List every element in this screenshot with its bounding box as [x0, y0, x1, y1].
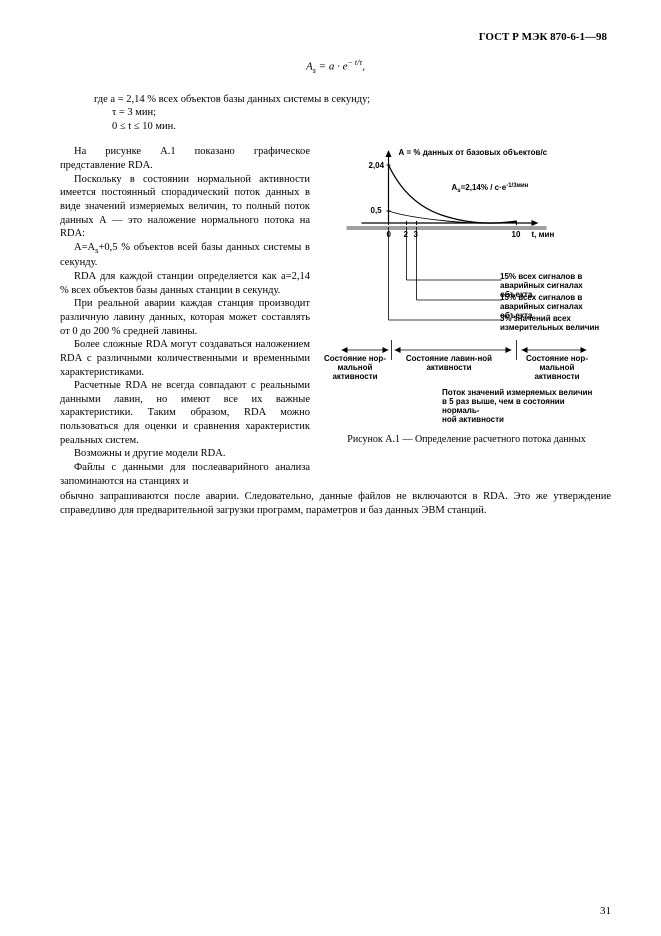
svg-text:2,04: 2,04 [369, 161, 385, 170]
figure-caption: Рисунок А.1 — Определение расчетного пот… [322, 433, 611, 446]
svg-text:0,5: 0,5 [371, 206, 383, 215]
state-label: Состояние нор- мальной активности [517, 355, 597, 381]
formula: As = a · e− t/τ, [60, 58, 611, 76]
para: При реальной аварии каждая станция произ… [60, 297, 310, 338]
svg-text:0: 0 [387, 230, 392, 239]
svg-text:t, мин: t, мин [532, 230, 555, 239]
chart: А = % данных от базовых объектов/с 2,04 … [322, 145, 611, 425]
where-line: где а = 2,14 % всех объектов базы данных… [94, 93, 611, 107]
para: А=Аs+0,5 % объектов всей базы данных сис… [60, 241, 310, 270]
para: Поскольку в состоянии нормальной активно… [60, 173, 310, 241]
svg-text:Аs=2,14% / с·е-1/3мин: Аs=2,14% / с·е-1/3мин [452, 183, 529, 194]
figure-area: А = % данных от базовых объектов/с 2,04 … [322, 145, 611, 488]
svg-text:3: 3 [414, 230, 419, 239]
page-number: 31 [600, 904, 611, 918]
para: На рисунке А.1 показано графическое пред… [60, 145, 310, 172]
left-column: На рисунке А.1 показано графическое пред… [60, 145, 310, 488]
where-block: где а = 2,14 % всех объектов базы данных… [94, 93, 611, 134]
svg-text:2: 2 [404, 230, 409, 239]
where-line: 0 ≤ t ≤ 10 мин. [112, 120, 611, 134]
where-line: τ = 3 мин; [112, 106, 611, 120]
state-label: Состояние нор- мальной активности [324, 355, 386, 381]
para: Расчетные RDA не всегда совпадают с реал… [60, 379, 310, 447]
bottom-note: Поток значений измеряемых величин в 5 ра… [442, 389, 602, 424]
state-label: Состояние лавин-ной активности [404, 355, 494, 373]
full-width-para: обычно запрашиваются после аварии. Следо… [60, 490, 611, 517]
para: Файлы с данными для послеаварийного анал… [60, 461, 310, 488]
svg-text:10: 10 [512, 230, 521, 239]
svg-text:А = % данных от базовых объект: А = % данных от базовых объектов/с [399, 148, 548, 157]
para: RDA для каждой станции определяется как … [60, 270, 310, 297]
annotation: 3% значений всех измерительных величин [500, 315, 600, 333]
para: Более сложные RDA могут создаваться нало… [60, 338, 310, 379]
para: Возможны и другие модели RDA. [60, 447, 310, 461]
doc-header: ГОСТ Р МЭК 870-6-1—98 [60, 30, 611, 44]
